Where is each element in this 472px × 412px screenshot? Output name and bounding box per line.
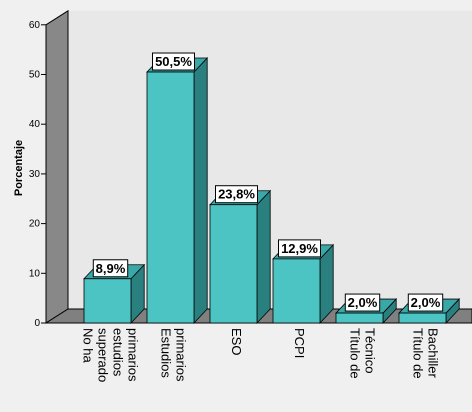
data-label-box	[152, 52, 195, 71]
category-label-line: Título de	[411, 328, 426, 379]
data-label-text: 8,9%	[96, 261, 126, 276]
category-label: PCPI	[292, 328, 307, 358]
y-axis-label: Porcentaje	[13, 140, 25, 196]
y-tick-label: 60	[29, 20, 41, 31]
category-label-line: Bachiller	[426, 328, 441, 379]
bar-front	[335, 312, 384, 324]
category-label-line: Técnico	[363, 328, 378, 374]
bar-front	[146, 71, 195, 324]
bar-front	[398, 312, 447, 324]
category-label-line: Estudios	[159, 328, 174, 378]
category-label-line: primarios	[126, 328, 141, 382]
data-label: 2,0%	[407, 293, 444, 312]
category-label-line: ESO	[229, 328, 244, 355]
category-label-line: primarios	[174, 328, 189, 382]
y-tick-label: 50	[29, 70, 41, 81]
bar	[83, 263, 146, 325]
data-label-box	[215, 185, 258, 204]
data-label: 8,9%	[92, 259, 129, 278]
data-label: 23,8%	[215, 185, 258, 204]
data-label-box	[344, 293, 381, 312]
y-axis: 0 10 20 30 40 50 60	[29, 20, 47, 329]
category-label-line: Título de	[348, 328, 363, 379]
category-label-line: No ha	[81, 328, 96, 363]
y-tick-label: 10	[29, 268, 41, 279]
data-label-text: 2,0%	[411, 295, 441, 310]
category-label: Título de Técnico	[348, 328, 378, 379]
category-labels: No ha superado estudios primarios Estudios pr…	[81, 328, 441, 382]
data-label-text: 2,0%	[348, 295, 378, 310]
y-tick-label: 0	[34, 318, 40, 329]
data-label: 50,5%	[152, 52, 195, 71]
data-label: 2,0%	[344, 293, 381, 312]
bar-side	[193, 57, 208, 325]
bar-front	[83, 278, 132, 324]
data-labels: 8,9% 50,5% 23,8% 12,9% 2,0% 2,0%	[92, 52, 444, 312]
bar-side	[256, 189, 271, 325]
data-label-text: 12,9%	[281, 241, 318, 256]
data-label: 12,9%	[278, 239, 321, 258]
category-label: ESO	[229, 328, 244, 355]
y-tick-label: 40	[29, 119, 41, 130]
bar	[209, 189, 272, 325]
y-tick-label: 20	[29, 219, 41, 230]
category-label-line: superado	[96, 328, 111, 382]
category-label-line: estudios	[111, 328, 126, 377]
data-label-box	[407, 293, 444, 312]
category-label: Estudios primarios	[159, 328, 189, 382]
data-label-text: 50,5%	[155, 54, 192, 69]
bar-front	[209, 204, 258, 324]
left-wall	[45, 9, 69, 324]
data-label-text: 23,8%	[218, 187, 255, 202]
bar-front	[272, 258, 321, 324]
category-label-line: PCPI	[292, 328, 307, 358]
category-label: No ha superado estudios primarios	[81, 328, 141, 382]
y-tick-label: 30	[29, 169, 41, 180]
data-label-box	[278, 239, 321, 258]
category-label: Título de Bachiller	[411, 328, 441, 379]
data-label-box	[92, 259, 129, 278]
bar	[146, 57, 209, 325]
